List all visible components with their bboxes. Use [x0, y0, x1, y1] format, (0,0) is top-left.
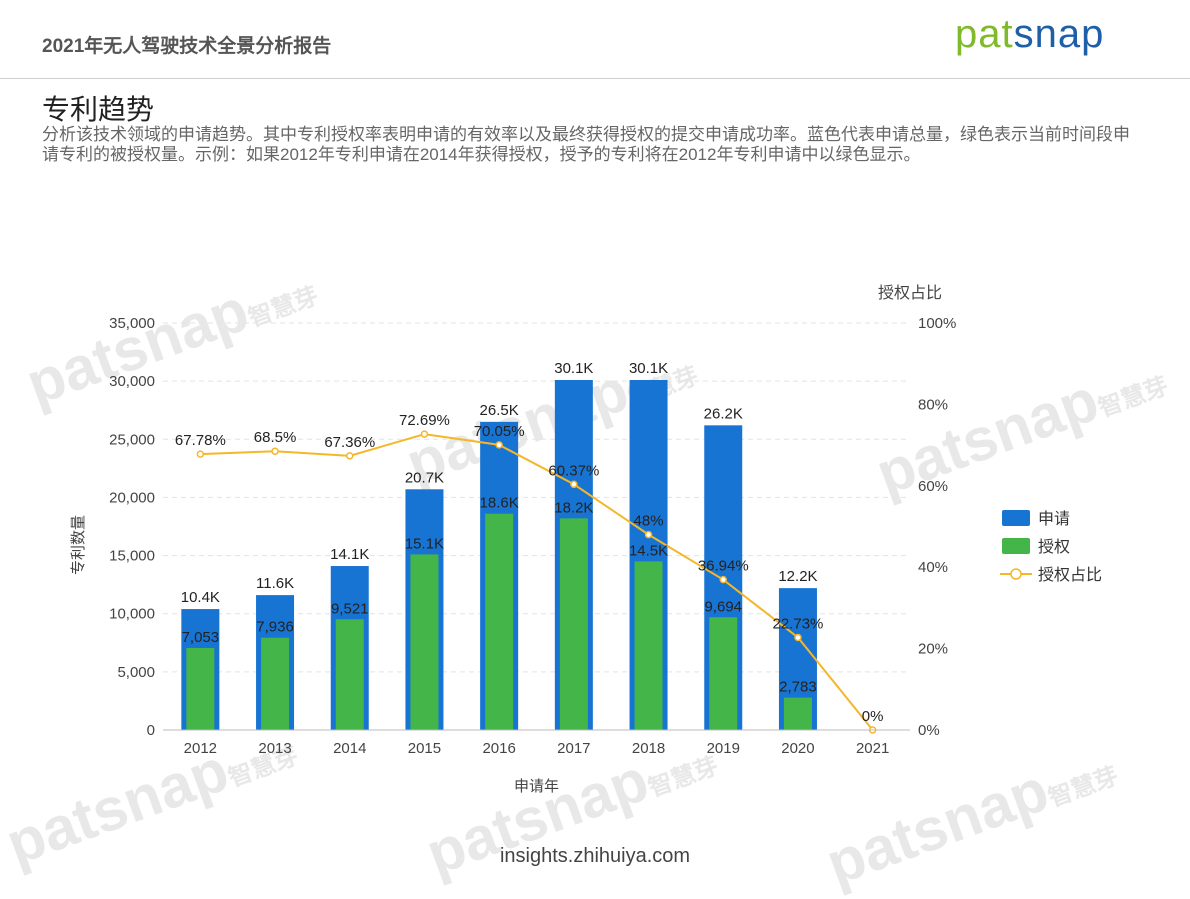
y2-tick-label: 60% — [918, 478, 948, 495]
x-tick-label: 2012 — [184, 740, 217, 757]
bar-grant — [709, 617, 738, 730]
bar-grant-label: 7,936 — [256, 619, 294, 636]
y-tick-label: 5,000 — [117, 664, 155, 681]
ratio-point — [644, 530, 653, 539]
ratio-point-label: 0% — [862, 708, 884, 725]
x-tick-label: 2019 — [707, 740, 740, 757]
x-tick-label: 2017 — [557, 740, 590, 757]
bar-apply-label: 26.2K — [704, 405, 743, 422]
x-tick-label: 2013 — [258, 740, 291, 757]
bars — [181, 379, 817, 730]
y-tick-label: 25,000 — [109, 431, 155, 448]
legend-label-grant: 授权 — [1038, 538, 1070, 556]
bar-apply-label: 20.7K — [405, 469, 444, 486]
bar-grant — [634, 561, 663, 730]
x-tick-label: 2015 — [408, 740, 441, 757]
ratio-point-label: 36.94% — [698, 558, 749, 575]
legend-swatch-ratio-marker — [1010, 568, 1022, 580]
ratio-point-label: 67.78% — [175, 432, 226, 449]
bar-grant — [335, 619, 364, 730]
ratio-point-label: 68.5% — [254, 429, 297, 446]
ratio-point-label: 60.37% — [548, 462, 599, 479]
x-tick-label: 2020 — [781, 740, 814, 757]
y-tick-label: 20,000 — [109, 489, 155, 506]
report-title: 2021年无人驾驶技术全景分析报告 — [42, 36, 332, 57]
y-tick-label: 35,000 — [109, 315, 155, 332]
bar-grant-label: 9,694 — [704, 598, 742, 615]
bar-grant-label: 7,053 — [182, 629, 220, 646]
legend-label-apply: 申请 — [1038, 510, 1070, 528]
bar-apply-label: 30.1K — [554, 360, 593, 377]
x-tick-label: 2014 — [333, 740, 366, 757]
ratio-point — [346, 452, 354, 460]
bar-grant-label: 9,521 — [331, 600, 369, 617]
bar-apply-label: 10.4K — [181, 589, 220, 606]
axes: 0 5,000 10,000 15,000 20,000 25,000 30,000 35,0… — [70, 284, 956, 795]
page-header: 2021年无人驾驶技术全景分析报告 patsnap — [0, 0, 1190, 79]
ratio-point — [420, 430, 429, 438]
bar-grant — [783, 697, 812, 730]
ratio-point — [196, 450, 205, 458]
ratio-point — [495, 441, 503, 449]
bar-apply-label: 12.2K — [778, 568, 817, 585]
legend-swatch-apply — [1002, 510, 1030, 526]
ratio-series-line — [200, 433, 874, 731]
x-axis-title: 申请年 — [514, 778, 559, 795]
ratio-point — [719, 575, 727, 584]
y-tick-label: 15,000 — [109, 548, 155, 565]
bar-apply-label: 11.6K — [256, 575, 294, 592]
bar-grant-label: 14.5K — [629, 542, 668, 559]
bar-grant-label: 18.2K — [554, 499, 593, 516]
bar-apply-label: 14.1K — [330, 546, 369, 563]
bar-apply-label: 30.1K — [629, 360, 668, 377]
y2-tick-label: 0% — [918, 722, 940, 739]
data-labels: 10.4K 7,053 11.6K 7,936 14.1K 9,521 20.7K 15.1K… — [175, 360, 884, 725]
footer-link[interactable]: insights.zhihuiya.com — [499, 845, 691, 867]
x-tick-label: 2018 — [632, 740, 665, 757]
patsnap-logo: patsnap — [955, 12, 1105, 56]
x-tick-label: 2021 — [856, 740, 889, 757]
bar-grant — [261, 637, 290, 730]
ratio-point-label: 22.73% — [773, 615, 824, 632]
x-tick-label: 2016 — [482, 740, 515, 757]
ratio-point — [271, 447, 279, 455]
bar-grant-label: 2,783 — [779, 679, 817, 696]
ratio-point-label: 72.69% — [399, 412, 450, 429]
bar-grant — [485, 513, 514, 730]
bar-grant-label: 15.1K — [405, 535, 444, 552]
y2-tick-label: 80% — [918, 396, 948, 413]
y2-tick-label: 40% — [918, 559, 948, 576]
ratio-point-label: 70.05% — [474, 423, 525, 440]
section-title: 专利趋势 — [42, 94, 155, 125]
y-tick-label: 30,000 — [109, 373, 155, 390]
ratio-line — [196, 430, 877, 734]
bar-grant — [410, 554, 439, 730]
ratio-point — [794, 633, 802, 642]
bar-grant-label: 18.6K — [480, 495, 519, 512]
ratio-point — [570, 480, 578, 489]
y2-tick-label: 20% — [918, 641, 948, 658]
legend-label-ratio: 授权占比 — [1038, 566, 1102, 584]
bar-grant — [186, 647, 215, 730]
legend-swatch-grant — [1002, 538, 1030, 554]
y-tick-label: 0 — [147, 722, 155, 739]
section-description: 分析该技术领域的申请趋势。其中专利授权率表明申请的有效率以及最终获得授权的提交申… — [42, 125, 1130, 164]
y2-axis-title: 授权占比 — [878, 284, 942, 302]
bar-apply-label: 26.5K — [480, 402, 519, 419]
ratio-point-label: 67.36% — [324, 434, 375, 451]
y-tick-label: 10,000 — [109, 606, 155, 623]
y-axis-title: 专利数量 — [70, 515, 87, 575]
y2-tick-label: 100% — [918, 315, 956, 332]
bar-grant — [559, 518, 588, 730]
ratio-point-label: 48% — [634, 513, 664, 530]
